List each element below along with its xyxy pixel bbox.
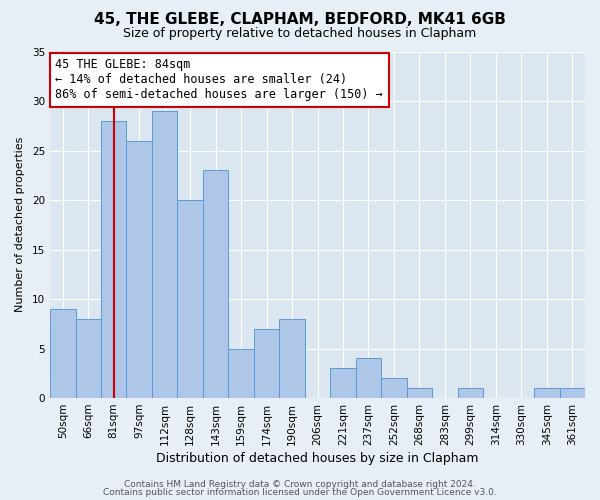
Text: Contains HM Land Registry data © Crown copyright and database right 2024.: Contains HM Land Registry data © Crown c… (124, 480, 476, 489)
Text: Size of property relative to detached houses in Clapham: Size of property relative to detached ho… (124, 28, 476, 40)
Bar (101, 121, 127, 398)
Bar (254, 329, 280, 398)
Bar (50, 309, 76, 398)
Bar (127, 140, 152, 398)
Text: 45 THE GLEBE: 84sqm
← 14% of detached houses are smaller (24)
86% of semi-detach: 45 THE GLEBE: 84sqm ← 14% of detached ho… (55, 58, 383, 102)
Bar (356, 358, 381, 398)
Bar (560, 388, 585, 398)
Bar (280, 319, 305, 398)
Bar (76, 319, 101, 398)
Bar (534, 388, 560, 398)
Bar (152, 111, 178, 398)
Text: Contains public sector information licensed under the Open Government Licence v3: Contains public sector information licen… (103, 488, 497, 497)
Bar (203, 170, 229, 398)
X-axis label: Distribution of detached houses by size in Clapham: Distribution of detached houses by size … (156, 452, 479, 465)
Bar (458, 388, 483, 398)
Text: 45, THE GLEBE, CLAPHAM, BEDFORD, MK41 6GB: 45, THE GLEBE, CLAPHAM, BEDFORD, MK41 6G… (94, 12, 506, 28)
Bar (229, 348, 254, 398)
Bar (381, 378, 407, 398)
Bar (178, 200, 203, 398)
Y-axis label: Number of detached properties: Number of detached properties (15, 137, 25, 312)
Bar (407, 388, 432, 398)
Bar (330, 368, 356, 398)
